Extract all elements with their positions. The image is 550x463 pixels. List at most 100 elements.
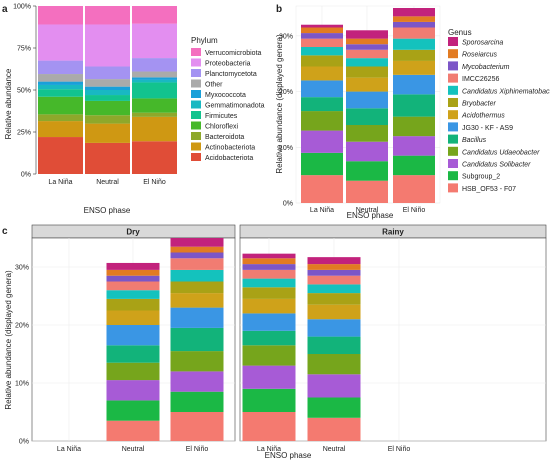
- bar-segment-other: [85, 79, 130, 87]
- legend-swatch-firmicutes: [191, 111, 201, 119]
- bar-segment-subgroup-2: [242, 388, 296, 412]
- bar-segment-acidothermus: [242, 298, 296, 314]
- bar-segment-candidatus-xiphinematobacter: [301, 47, 343, 56]
- bar-segment-roseiarcus: [301, 27, 343, 34]
- xtick-label: Neutral: [96, 179, 119, 186]
- xtick-label: Neutral: [356, 207, 379, 214]
- bar-segment-roseiarcus: [106, 269, 160, 276]
- panel-b-legend: Sporosarcina Roseiarcus Mycobacterium IMCC2…: [448, 37, 550, 193]
- bar-segment-actinobacteriota: [132, 116, 177, 142]
- bar-segment-acidothermus: [393, 60, 435, 75]
- ytick-label: 75%: [17, 46, 31, 53]
- legend-label-chloroflexi: Chloroflexi: [205, 124, 239, 131]
- bar-segment-acidothermus: [106, 310, 160, 325]
- bar-segment-chloroflexi: [38, 96, 83, 115]
- panel-b-bars: [301, 8, 435, 203]
- bar-segment-sporosarcina: [170, 238, 224, 247]
- legend-swatch-mycobacterium: [448, 61, 458, 71]
- legend-swatch-imcc26256: [448, 73, 458, 83]
- panel-c-yaxis: 0% 10% 20% 30%: [15, 265, 29, 446]
- bar-segment-bacillus: [106, 345, 160, 363]
- bar-segment-subgroup-2: [393, 155, 435, 176]
- bar-segment-mycobacterium: [301, 33, 343, 39]
- legend-swatch-proteobacteria: [191, 58, 201, 67]
- bar-segment-roseiarcus: [346, 38, 388, 45]
- bar-segment-acidothermus: [170, 293, 224, 308]
- legend-label-firmicutes: Firmicutes: [205, 113, 238, 120]
- legend-swatch-roseiarcus: [448, 49, 458, 59]
- legend-label-subgroup-2: Subgroup_2: [462, 174, 500, 181]
- legend-swatch-other: [191, 79, 201, 88]
- xtick-label: La Niña: [310, 207, 334, 214]
- bar-segment-candidatus-solibacter: [106, 380, 160, 401]
- bar-segment-imcc26256: [242, 269, 296, 279]
- bar-segment-imcc26256: [170, 258, 224, 270]
- bar-segment-roseiarcus: [242, 258, 296, 265]
- bar-segment-acidothermus: [301, 66, 343, 81]
- ytick-label: 20%: [15, 323, 29, 330]
- bar-segment-acidothermus: [346, 77, 388, 92]
- bar-segment-bacillus: [242, 330, 296, 346]
- bar-segment-proteobacteria: [38, 24, 83, 61]
- bar-segment-mycobacterium: [106, 275, 160, 282]
- ytick-label: 10%: [15, 381, 29, 388]
- panel-b-label: b: [276, 4, 282, 15]
- bar-segment-bacillus: [393, 94, 435, 117]
- legend-label-gemmatimonadota: Gemmatimonadota: [205, 103, 265, 110]
- bar-segment-candidatus-solibacter: [242, 365, 296, 389]
- panel-c-xaxis: La Niña Neutral El Niño La Niña Neutral El Ni…: [57, 446, 410, 453]
- legend-label-jg30-kf-as9: JG30 - KF - AS9: [462, 125, 513, 132]
- panel-b-yaxis: 0% 10% 20% 30%: [279, 33, 293, 207]
- legend-swatch-candidatus-xiphinematobacter: [448, 85, 458, 95]
- bar-segment-bacillus: [307, 336, 361, 354]
- bar-segment-gemmatimonadota: [85, 90, 130, 96]
- bar-segment-candidatus-udaeobacter: [301, 111, 343, 131]
- legend-label-other: Other: [205, 82, 223, 89]
- ytick-label: 10%: [279, 145, 293, 152]
- xtick-label: La Niña: [257, 446, 281, 453]
- bar-segment-bryobacter: [106, 298, 160, 311]
- bar-segment-roseiarcus: [170, 246, 224, 253]
- bar-segment-myxococcota: [38, 81, 83, 85]
- legend-label-verrucomicrobiota: Verrucomicrobiota: [205, 50, 262, 57]
- bar-segment-bryobacter: [393, 49, 435, 61]
- legend-swatch-myxococcota: [191, 90, 201, 98]
- bar-segment-acidobacteriota: [132, 141, 177, 174]
- bar-segment-sporosarcina: [301, 24, 343, 28]
- bar-segment-proteobacteria: [85, 24, 130, 67]
- panel-a-bars: [38, 6, 177, 174]
- bar-segment-hsb-of53-f07: [307, 417, 361, 441]
- bar-segment-chloroflexi: [132, 98, 177, 113]
- legend-swatch-acidothermus: [448, 110, 458, 120]
- bar-segment-mycobacterium: [242, 264, 296, 270]
- panel-c-bars: [106, 238, 361, 441]
- bar-segment-gemmatimonadota: [132, 79, 177, 83]
- bar-segment-candidatus-xiphinematobacter: [106, 290, 160, 299]
- panel-b: b Relative abundance (displayed genera) …: [275, 4, 550, 220]
- xtick-label: Neutral: [122, 446, 145, 453]
- bar-segment-hsb-of53-f07: [393, 175, 435, 203]
- legend-label-candidatus-udaeobacter: Candidatus Udaeobacter: [462, 149, 540, 156]
- bar-segment-gemmatimonadota: [38, 84, 83, 90]
- bar-segment-actinobacteriota: [85, 123, 130, 143]
- bar-segment-jg30-kf-as9: [106, 325, 160, 346]
- bar-segment-sporosarcina: [307, 257, 361, 265]
- bar-segment-chloroflexi: [85, 100, 130, 116]
- bar-segment-myxococcota: [85, 86, 130, 90]
- bar-segment-candidatus-udaeobacter: [346, 125, 388, 142]
- xtick-label: El Niño: [143, 179, 166, 186]
- legend-label-bacteroidota: Bacteroidota: [205, 134, 244, 141]
- legend-swatch-sporosarcina: [448, 37, 458, 46]
- legend-label-roseiarcus: Roseiarcus: [462, 52, 498, 59]
- ytick-label: 25%: [17, 130, 31, 137]
- legend-label-sporosarcina: Sporosarcina: [462, 40, 503, 47]
- legend-label-planctomycetota: Planctomycetota: [205, 71, 257, 78]
- panel-a-xlabel: ENSO phase: [84, 206, 131, 215]
- bar-segment-imcc26256: [393, 27, 435, 39]
- legend-label-acidothermus: Acidothermus: [461, 113, 505, 120]
- legend-label-candidatus-xiphinematobacter: Candidatus Xiphinematobacter: [462, 88, 550, 95]
- bar-segment-candidatus-udaeobacter: [170, 351, 224, 372]
- panel-c-xlabel: ENSO phase: [265, 451, 312, 460]
- bar-segment-planctomycetota: [85, 66, 130, 80]
- bar-segment-proteobacteria: [132, 23, 177, 59]
